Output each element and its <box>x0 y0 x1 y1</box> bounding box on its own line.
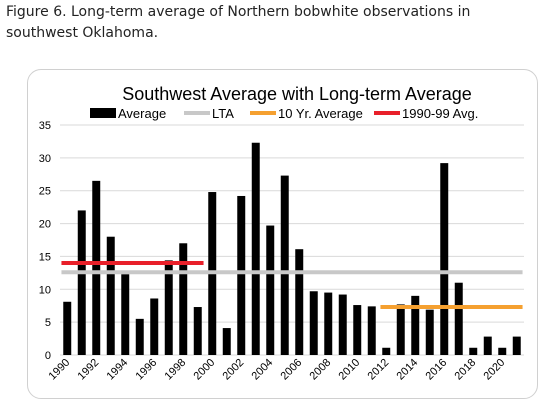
x-tick-label: 1996 <box>134 357 160 383</box>
bar <box>396 304 405 355</box>
bar <box>222 328 231 355</box>
y-tick-label: 20 <box>39 219 51 231</box>
bar <box>483 336 492 355</box>
chart-title: Southwest Average with Long-term Average <box>122 84 472 104</box>
bar <box>179 243 188 355</box>
x-tick-label: 1994 <box>105 357 131 383</box>
bar <box>92 180 101 355</box>
bar <box>411 295 420 355</box>
x-tick-label: 2016 <box>424 357 450 383</box>
legend-label: Average <box>118 106 166 121</box>
x-tick-label: 2012 <box>366 357 392 383</box>
y-tick-label: 5 <box>45 317 51 329</box>
bar <box>251 142 260 355</box>
y-tick-label: 25 <box>39 186 51 198</box>
bar <box>367 306 376 355</box>
y-tick-label: 10 <box>39 284 51 296</box>
bar <box>164 260 173 355</box>
x-tick-label: 1992 <box>76 357 102 383</box>
x-tick-label: 2002 <box>221 357 247 383</box>
x-tick-label: 2018 <box>453 357 479 383</box>
bar <box>324 292 333 355</box>
x-tick-label: 1998 <box>163 357 189 383</box>
bar <box>266 225 275 355</box>
bar <box>454 282 463 355</box>
legend-label: LTA <box>212 106 234 121</box>
bar <box>338 294 347 355</box>
x-tick-label: 2000 <box>192 357 218 383</box>
bar <box>150 298 159 355</box>
bar <box>498 347 507 355</box>
bar <box>353 305 362 355</box>
bar <box>280 175 289 355</box>
legend-label: 10 Yr. Average <box>278 106 363 121</box>
bar <box>121 274 130 355</box>
bar <box>295 249 304 355</box>
chart: Southwest Average with Long-term Average… <box>39 84 524 383</box>
bar <box>63 301 72 355</box>
bar <box>106 236 115 355</box>
bar <box>237 195 246 355</box>
y-tick-label: 15 <box>39 251 51 263</box>
x-tick-label: 2008 <box>308 357 334 383</box>
bar <box>135 318 144 355</box>
x-tick-label: 2010 <box>337 357 363 383</box>
y-tick-label: 0 <box>45 350 51 362</box>
bar <box>382 347 391 355</box>
bar <box>425 309 434 355</box>
bar <box>193 307 202 355</box>
bar <box>77 210 86 355</box>
bar <box>469 347 478 355</box>
x-tick-label: 2014 <box>395 357 421 383</box>
bar <box>440 163 449 355</box>
x-tick-label: 2006 <box>279 357 305 383</box>
legend-label: 1990-99 Avg. <box>402 106 478 121</box>
bar <box>512 336 521 355</box>
figure-caption: Figure 6. Long-term average of Northern … <box>6 4 471 41</box>
y-tick-label: 30 <box>39 153 51 165</box>
x-tick-label: 2020 <box>482 357 508 383</box>
legend-swatch <box>90 108 116 118</box>
chart-frame: Southwest Average with Long-term Average… <box>27 69 538 399</box>
bar <box>309 291 318 355</box>
y-tick-label: 35 <box>39 120 51 132</box>
x-tick-label: 2004 <box>250 357 276 383</box>
